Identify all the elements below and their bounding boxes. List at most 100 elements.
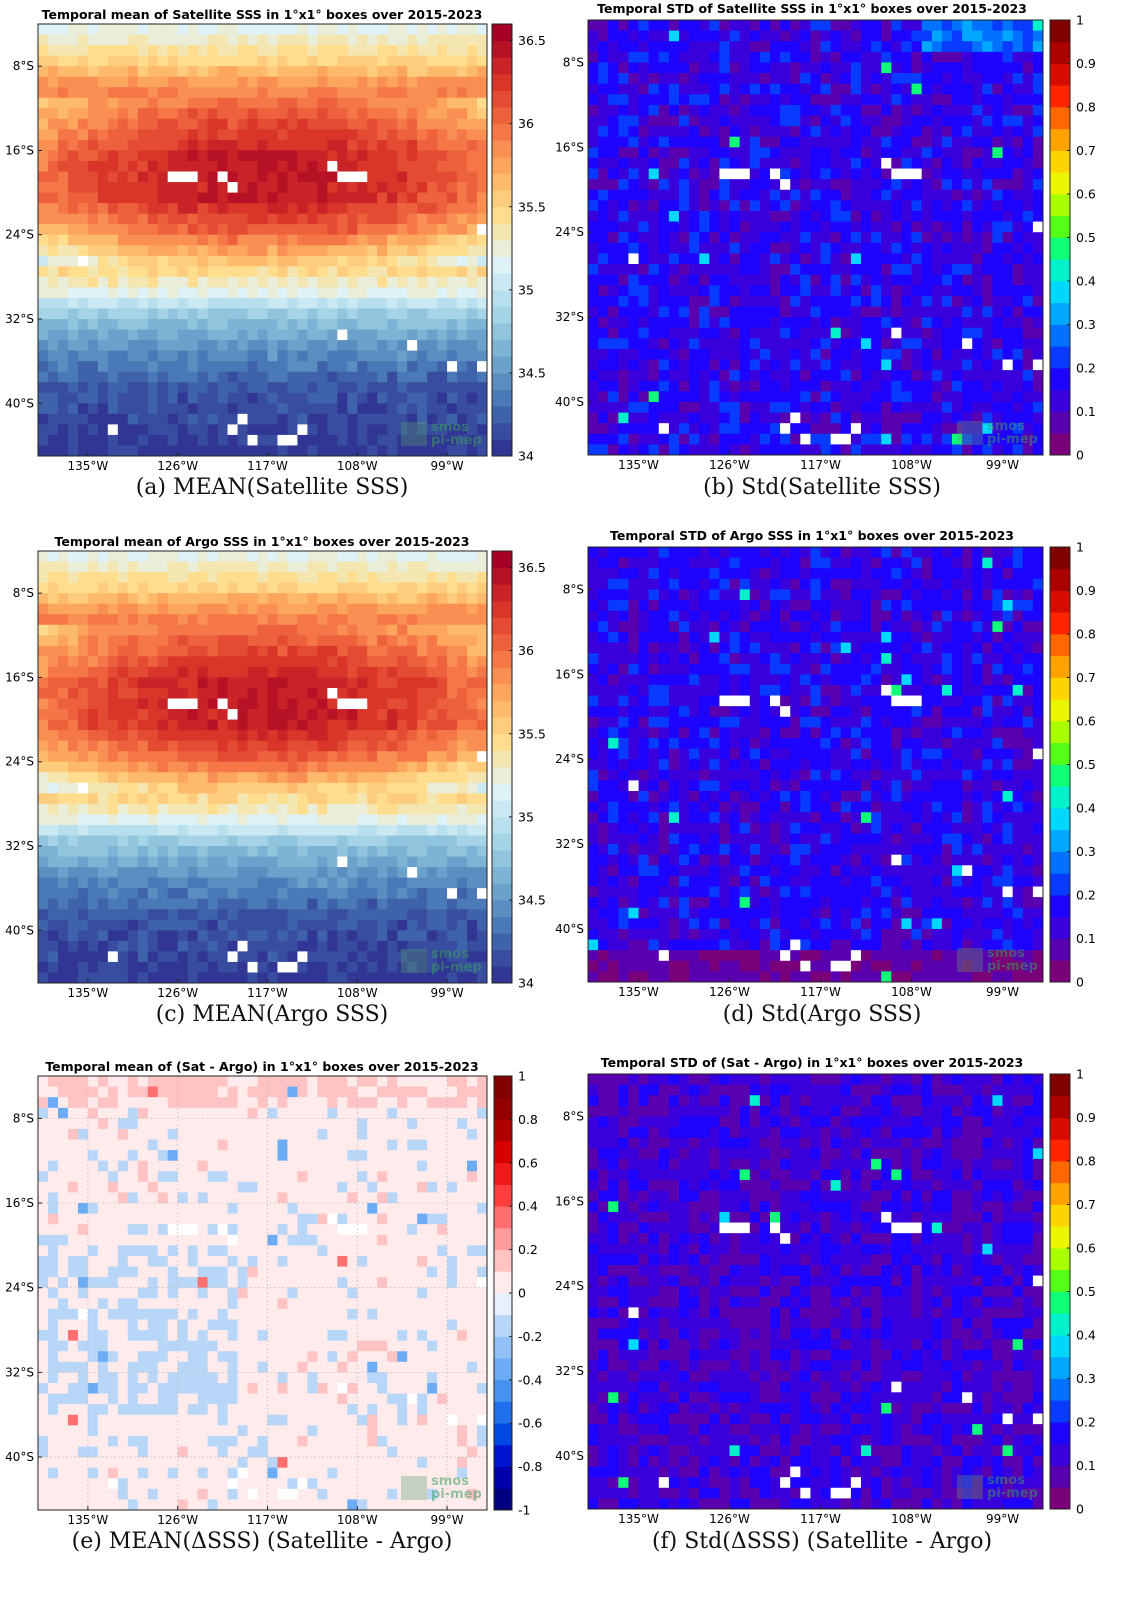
heatmap-cell	[327, 382, 338, 394]
heatmap-cell	[157, 635, 169, 647]
heatmap-cell	[217, 308, 228, 320]
heatmap-cell	[157, 24, 169, 35]
heatmap-cell	[157, 687, 169, 699]
heatmap-cell	[830, 253, 842, 265]
heatmap-cell	[77, 255, 89, 267]
heatmap-cell	[638, 285, 650, 297]
heatmap-cell	[1002, 423, 1014, 435]
heatmap-cell	[187, 603, 199, 615]
heatmap-cell	[287, 761, 298, 773]
heatmap-cell	[117, 614, 129, 626]
heatmap-cell	[719, 412, 730, 424]
heatmap-cell	[207, 961, 218, 973]
heatmap-cell	[47, 782, 59, 794]
heatmap-cell	[679, 391, 690, 403]
heatmap-cell	[47, 255, 59, 267]
heatmap-cell	[177, 276, 189, 288]
plot-frame	[37, 23, 488, 457]
colorbar-level	[492, 140, 512, 158]
heatmap-cell	[207, 255, 218, 267]
heatmap-cell	[397, 213, 408, 225]
heatmap-cell	[57, 909, 69, 921]
heatmap-cell	[931, 126, 943, 138]
heatmap-cell	[297, 87, 308, 99]
heatmap-cell	[628, 62, 639, 74]
heatmap-cell	[247, 614, 258, 626]
heatmap-cell	[247, 603, 258, 615]
heatmap-cell	[217, 66, 228, 78]
heatmap-cell	[67, 719, 79, 731]
heatmap-cell	[628, 41, 639, 53]
heatmap-cell	[297, 182, 308, 193]
heatmap-cell	[57, 635, 69, 647]
heatmap-cell	[227, 593, 238, 605]
heatmap-cell	[277, 224, 288, 236]
heatmap-cell	[891, 423, 902, 435]
heatmap-cell	[447, 213, 458, 225]
heatmap-cell	[257, 793, 268, 805]
heatmap-cell	[137, 308, 149, 320]
heatmap-cell	[97, 730, 109, 742]
heatmap-cell	[237, 719, 248, 731]
heatmap-cell	[87, 888, 99, 900]
heatmap-cell	[38, 593, 49, 605]
heatmap-cell	[147, 582, 159, 594]
heatmap-cell	[307, 582, 318, 594]
heatmap-cell	[679, 253, 690, 265]
heatmap-cell	[982, 200, 993, 212]
heatmap-cell	[167, 66, 179, 78]
heatmap-cell	[117, 424, 129, 436]
heatmap-cell	[97, 445, 109, 457]
heatmap-cell	[1002, 157, 1014, 169]
heatmap-cell	[638, 327, 650, 339]
heatmap-cell	[267, 624, 278, 636]
heatmap-cell	[1032, 306, 1044, 318]
heatmap-cell	[147, 276, 159, 288]
heatmap-cell	[962, 380, 973, 392]
heatmap-cell	[247, 972, 258, 984]
heatmap-cell	[931, 115, 943, 127]
heatmap-cell	[982, 147, 993, 159]
heatmap-cell	[709, 115, 720, 127]
heatmap-cell	[307, 382, 318, 394]
heatmap-cell	[297, 255, 308, 267]
heatmap-cell	[1032, 274, 1044, 286]
heatmap-cell	[337, 445, 348, 457]
heatmap-cell	[1002, 115, 1014, 127]
heatmap-cell	[759, 327, 771, 339]
heatmap-cell	[217, 340, 228, 352]
heatmap-cell	[891, 147, 902, 159]
heatmap-cell	[387, 87, 398, 99]
heatmap-cell	[107, 709, 119, 720]
heatmap-cell	[277, 371, 288, 383]
heatmap-cell	[277, 192, 288, 204]
heatmap-cell	[177, 709, 189, 720]
heatmap-cell	[57, 150, 69, 162]
heatmap-cell	[387, 371, 398, 383]
heatmap-cell	[267, 97, 278, 109]
heatmap-cell	[417, 392, 428, 404]
heatmap-cell	[608, 41, 619, 53]
heatmap-cell	[810, 62, 821, 74]
heatmap-cell	[1032, 317, 1044, 329]
heatmap-cell	[77, 835, 89, 847]
heatmap-cell	[417, 382, 428, 394]
heatmap-cell	[921, 51, 933, 63]
heatmap-cell	[790, 115, 801, 127]
heatmap-cell	[57, 445, 69, 457]
heatmap-cell	[972, 189, 983, 201]
heatmap-cell	[227, 255, 238, 267]
heatmap-cell	[810, 253, 821, 265]
heatmap-cell	[177, 793, 189, 805]
heatmap-cell	[972, 433, 983, 445]
heatmap-cell	[307, 740, 318, 752]
heatmap-cell	[157, 919, 169, 931]
heatmap-cell	[187, 297, 199, 309]
heatmap-cell	[871, 20, 882, 32]
colorbar-level	[492, 422, 512, 440]
heatmap-cell	[87, 930, 99, 942]
heatmap-cell	[638, 136, 650, 148]
colorbar-tick-label: 0.5	[1076, 230, 1096, 245]
heatmap-cell	[699, 317, 710, 329]
heatmap-cell	[167, 856, 179, 868]
